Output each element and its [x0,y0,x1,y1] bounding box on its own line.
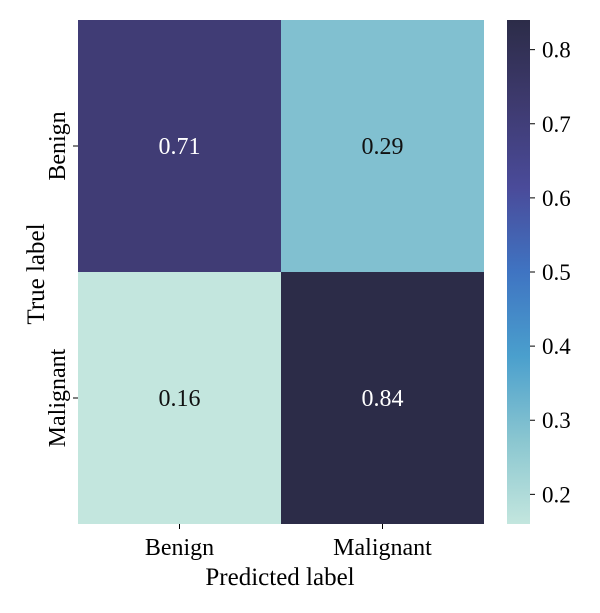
heatmap-cell [281,20,484,272]
y-tick-label: Malignant [45,348,71,447]
x-tick-labels: Benign Malignant [145,524,432,561]
heatmap-cell [78,20,281,272]
colorbar-tick-label: 0.8 [542,38,571,63]
cell-value-label: 0.16 [159,386,201,412]
heatmap-cell [78,272,281,524]
colorbar-tick-label: 0.4 [542,334,571,359]
cell-value-label: 0.71 [159,134,201,160]
cell-value-label: 0.84 [362,386,404,412]
colorbar-tick-label: 0.2 [542,482,571,507]
colorbar-tick-label: 0.5 [542,260,571,285]
colorbar-tick-label: 0.3 [542,408,571,433]
y-axis-label: True label [23,223,50,324]
cell-value-label: 0.29 [362,134,404,160]
colorbar-ticks: 0.2 0.3 0.4 0.5 0.6 0.7 0.8 [530,38,571,507]
x-tick-label: Malignant [333,535,432,561]
colorbar-tick-label: 0.6 [542,186,571,211]
heatmap-cell [281,272,484,524]
y-tick-labels: Benign Malignant [45,111,78,447]
y-tick-label: Benign [45,111,71,180]
x-axis-label: Predicted label [205,564,354,591]
heatmap-cells [78,20,484,524]
colorbar-gradient [507,20,530,524]
colorbar-tick-label: 0.7 [542,112,571,137]
colorbar: 0.2 0.3 0.4 0.5 0.6 0.7 0.8 [507,20,571,524]
heatmap-cell-labels: 0.71 0.29 0.16 0.84 [159,134,404,412]
x-tick-label: Benign [145,535,214,561]
